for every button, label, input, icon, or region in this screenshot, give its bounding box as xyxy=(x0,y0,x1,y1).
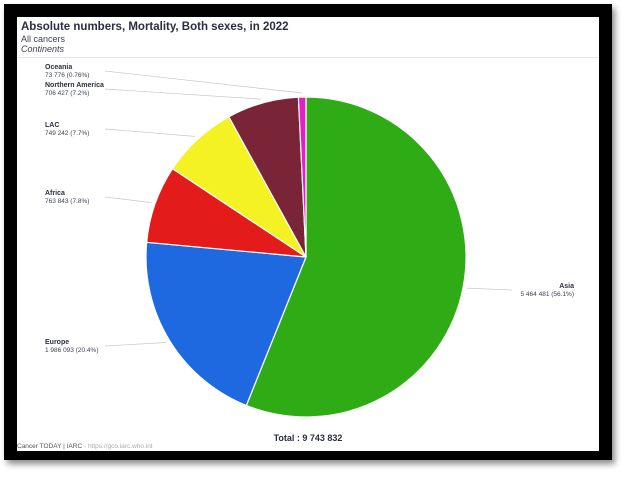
leader-line xyxy=(104,70,303,94)
chart-subtitle: All cancers xyxy=(21,34,66,44)
slice-label-name: Oceania xyxy=(45,64,72,71)
pie-slice-oceania[interactable] xyxy=(297,96,307,258)
header-divider xyxy=(17,57,599,58)
total-label: Total : 9 743 832 xyxy=(273,433,343,443)
slice-label-value: 1 986 093 (20.4%) xyxy=(45,347,98,354)
slice-label-value: 749 242 (7.7%) xyxy=(45,130,89,137)
leader-line xyxy=(104,88,262,100)
slice-label-value: 73 776 (0.76%) xyxy=(45,72,89,79)
slice-label-value: 763 843 (7.8%) xyxy=(45,198,89,205)
slice-label-name: Africa xyxy=(45,190,65,197)
slice-label-name: Northern America xyxy=(45,82,104,89)
slice-label-name: Asia xyxy=(559,283,574,290)
slice-label-name: LAC xyxy=(45,122,59,129)
source-name: Cancer TODAY | IARC xyxy=(17,443,83,450)
leader-line xyxy=(104,128,195,137)
source-credit: Cancer TODAY | IARC - https://gco.iarc.w… xyxy=(17,443,153,450)
chart-grouping: Continents xyxy=(21,44,65,54)
chart-panel: Absolute numbers, Mortality, Both sexes,… xyxy=(17,17,599,451)
chart-title: Absolute numbers, Mortality, Both sexes,… xyxy=(21,21,289,33)
source-url: - https://gco.iarc.who.int xyxy=(83,443,153,450)
pie-slice-asia[interactable] xyxy=(245,96,467,418)
leader-line xyxy=(104,342,167,347)
slice-label-value: 5 464 481 (56.1%) xyxy=(521,291,574,298)
slice-label-name: Europe xyxy=(45,339,69,346)
screenshot-frame: Absolute numbers, Mortality, Both sexes,… xyxy=(4,4,612,460)
slice-label-value: 706 427 (7.2%) xyxy=(45,90,89,97)
pie-slice-europe[interactable] xyxy=(145,241,307,407)
leader-line xyxy=(466,287,513,291)
leader-line xyxy=(104,196,152,203)
